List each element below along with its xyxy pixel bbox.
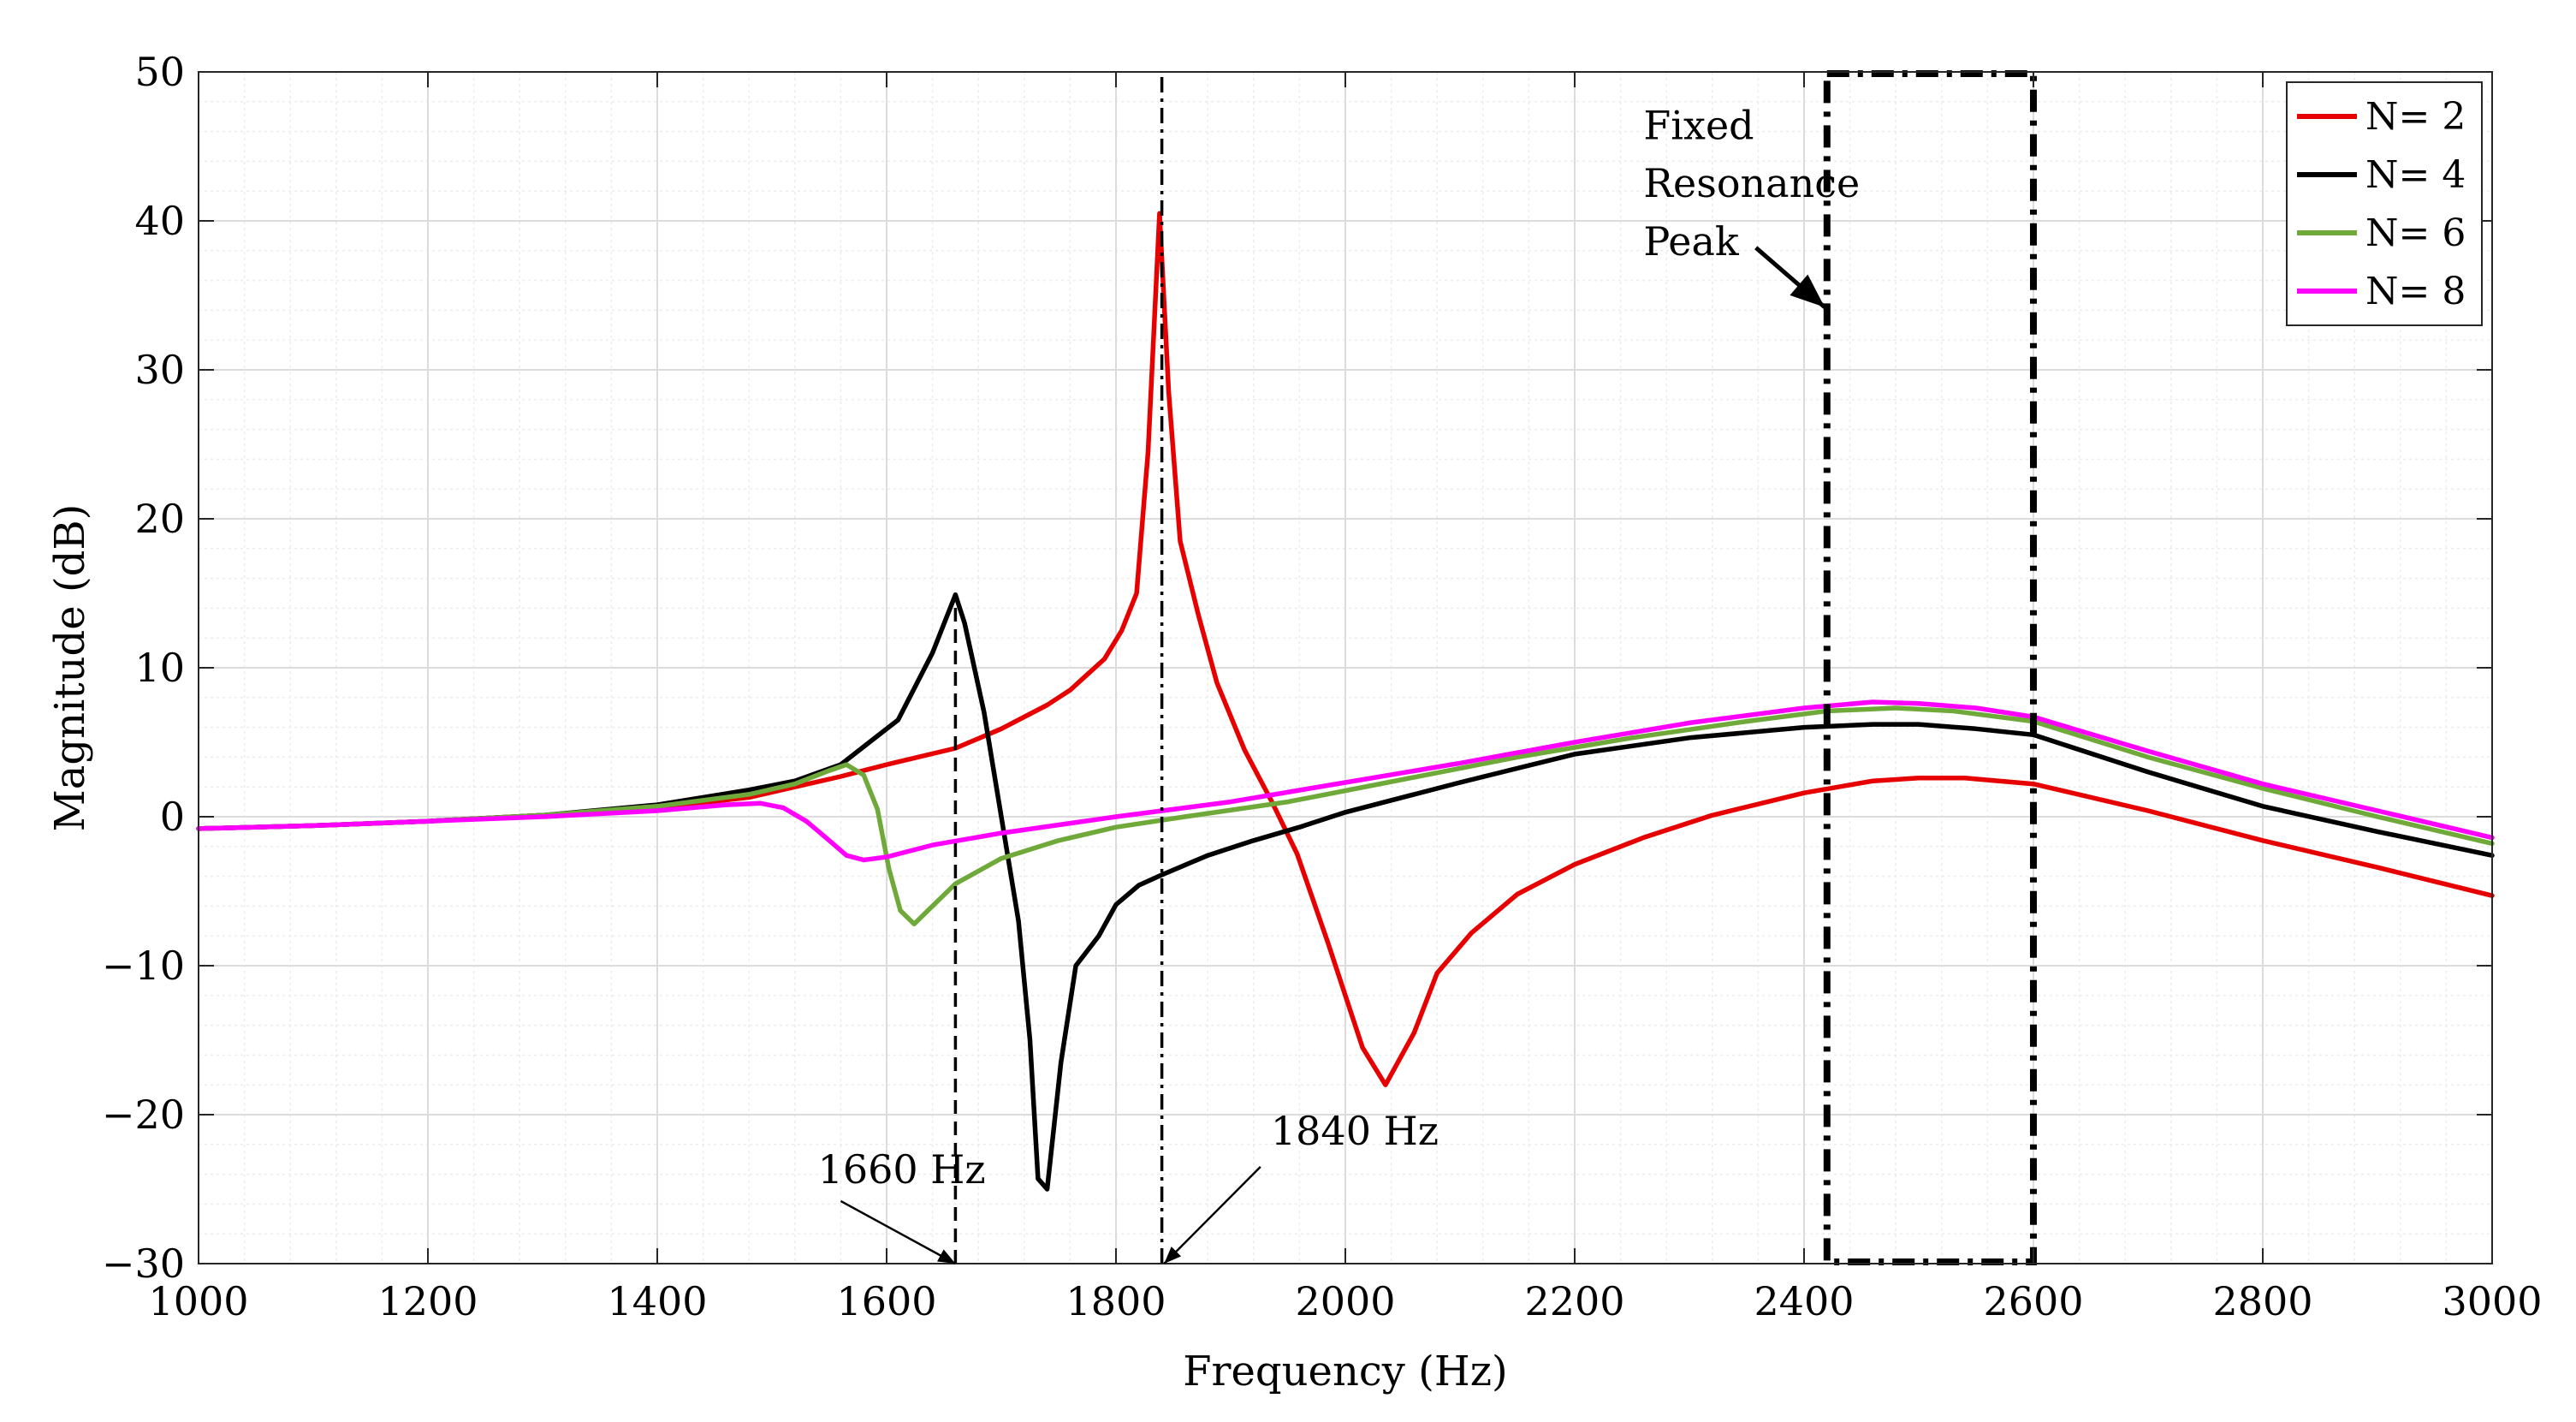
series-line: [196, 699, 2495, 863]
y-axis-label: Magnitude (dB): [46, 504, 94, 832]
annotation-arrow-head: [1790, 274, 1825, 307]
annotation-arrow: [840, 1199, 956, 1265]
x-tick-label: 1200: [377, 1278, 478, 1324]
annotation-text: 1660 Hz: [818, 1146, 986, 1193]
y-tick-label: 50: [134, 49, 185, 95]
x-tick-label: 2400: [1754, 1278, 1854, 1324]
resonance-highlight-box: [1823, 70, 2038, 1265]
annotation-arrow: [1163, 1166, 1261, 1264]
annotations: 1660 Hz 1840 Hz Fixed Resonance Peak: [818, 102, 1860, 1265]
x-tick-label: 2600: [1983, 1278, 2083, 1324]
series-line: [196, 705, 2495, 927]
x-tick-label: 2200: [1524, 1278, 1624, 1324]
y-tick-label: −30: [102, 1241, 185, 1287]
x-tick-label: 2800: [2212, 1278, 2312, 1324]
x-tick-label: 1000: [148, 1278, 248, 1324]
legend-box: [2286, 81, 2483, 326]
y-tick-label: 40: [134, 198, 185, 244]
annotation-text: Resonance: [1643, 160, 1860, 206]
marker-layer: [953, 70, 2038, 1265]
x-axis-label: Frequency (Hz): [1183, 1348, 1507, 1395]
annotation-text: Fixed: [1643, 102, 1754, 148]
y-tick-label: 20: [134, 496, 185, 542]
annotation-text: Peak: [1643, 218, 1740, 265]
legend: N= 2 N= 4 N= 6 N= 8: [2286, 81, 2483, 326]
annotation-arrow-head: [937, 1249, 956, 1264]
annotation-text: 1840 Hz: [1271, 1108, 1439, 1154]
tick-labels: 1000 1200 1400 1600 1800 2000 2200 2400 2600 2800…: [102, 49, 2543, 1324]
legend-label: N= 4: [2365, 153, 2466, 197]
legend-label: N= 8: [2365, 270, 2466, 313]
y-tick-label: 0: [160, 794, 185, 840]
x-tick-label: 3000: [2442, 1278, 2542, 1324]
series-layer: [196, 211, 2495, 1192]
y-tick-label: 30: [134, 347, 185, 393]
y-tick-label: −10: [102, 943, 185, 989]
series-line: [196, 211, 2495, 1087]
x-tick-label: 1400: [607, 1278, 707, 1324]
axis-ticks: [198, 71, 2493, 1264]
legend-label: N= 6: [2365, 211, 2466, 255]
x-tick-label: 1800: [1065, 1278, 1166, 1324]
annotation-arrow-head: [1164, 1246, 1182, 1264]
legend-label: N= 2: [2365, 95, 2466, 139]
x-tick-label: 1600: [836, 1278, 936, 1324]
y-tick-label: −20: [102, 1092, 185, 1138]
y-tick-label: 10: [134, 645, 185, 691]
x-tick-label: 2000: [1295, 1278, 1395, 1324]
